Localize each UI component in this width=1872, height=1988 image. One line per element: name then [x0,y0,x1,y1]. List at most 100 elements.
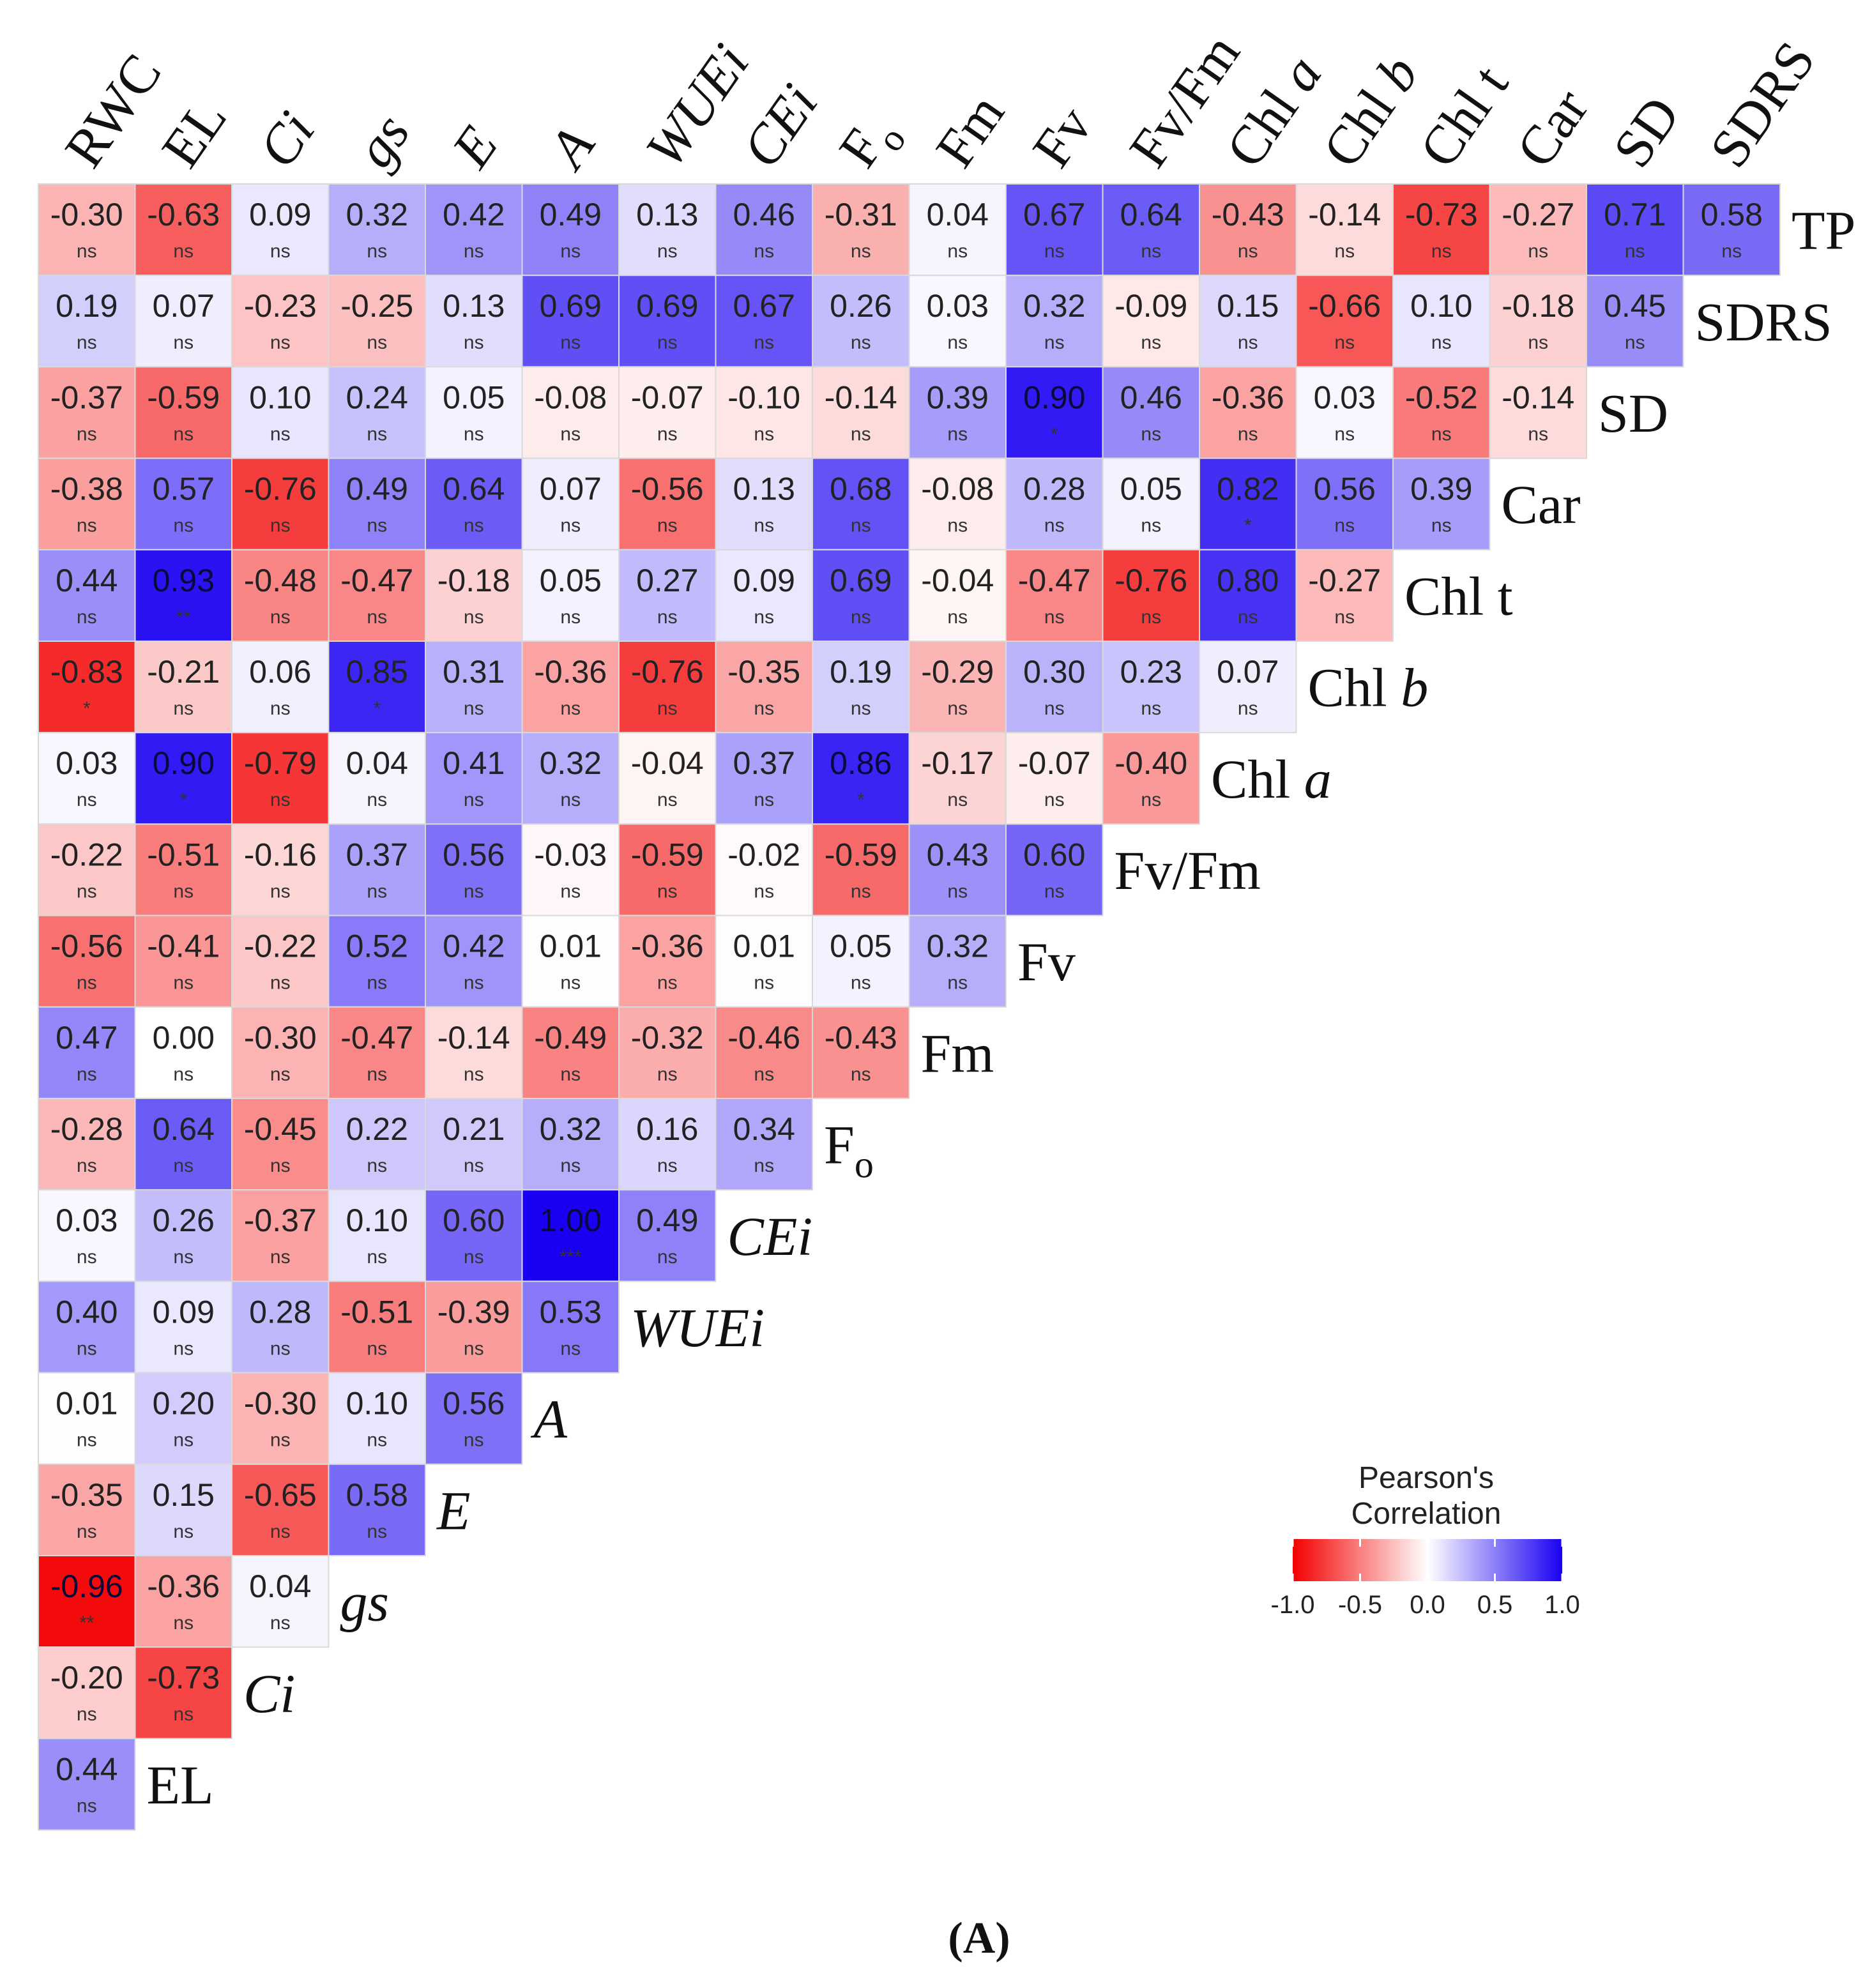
cell-car-cei: 0.13 ns [715,457,813,550]
cell-value: 0.90 [1023,379,1085,415]
cell-significance: ns [173,1612,194,1634]
cell-value: -0.02 [727,837,800,872]
cell-sdrs-cei: 0.67 ns [715,275,813,368]
cell-rect [715,1098,813,1191]
cell-fv-fm-ci: -0.16 ns [231,823,330,916]
cell-tp-fm: 0.04 ns [908,183,1007,277]
cell-value: 0.15 [1217,288,1279,324]
cell-tp-e: 0.42 ns [425,183,523,277]
cell-significance: ns [560,423,581,444]
cell-value: 0.56 [1314,471,1376,507]
cell-significance: ns [1625,241,1645,262]
cell-significance: ns [657,515,678,536]
cell-significance: ns [464,1430,484,1451]
cell-tp-chl-b: -0.14 ns [1295,183,1394,277]
cell-significance: ns [270,607,291,628]
cell-e-el: 0.15 ns [134,1463,232,1557]
cell-chl-t-fm: -0.04 ns [908,549,1007,642]
cell-rect [1102,366,1200,459]
cell-rect [328,1372,426,1465]
cell-car-rwc: -0.38 ns [38,457,136,550]
cell-value: -0.37 [244,1203,317,1238]
cell-fm-gs: -0.47 ns [328,1006,426,1100]
row-label-sdrs: SDRS [1695,291,1832,353]
cell-rect [231,549,330,642]
cell-rect [134,914,232,1008]
cell-rect [1489,183,1587,277]
cell-significance: ns [851,332,871,353]
cell-significance: ns [367,973,387,994]
cell-value: 0.16 [636,1111,698,1147]
cell-significance: ns [1334,515,1355,536]
cell-car-fo: 0.68 ns [812,457,910,550]
cell-rect [425,823,523,916]
cell-significance: ns [464,1155,484,1176]
cell-value: -0.07 [631,379,704,415]
cell-rect [38,641,136,734]
cell-significance: ns [851,515,871,536]
cell-significance: ns [560,1155,581,1176]
cell-sdrs-a: 0.69 ns [521,275,620,368]
cell-chl-t-chl-a: 0.80 ns [1199,549,1297,642]
cell-chl-b-fo: 0.19 ns [812,641,910,734]
cell-significance: ns [851,698,871,719]
cell-rect [618,732,717,825]
cell-rect [328,732,426,825]
cell-rect [134,1372,232,1465]
cell-wuei-ci: 0.28 ns [231,1280,330,1374]
cell-value: 0.42 [443,929,505,964]
cell-rect [134,732,232,825]
cell-chl-b-fv: 0.30 ns [1005,641,1104,734]
cell-significance: ns [851,423,871,444]
cell-rect [1392,457,1491,550]
cell-significance: ns [1141,789,1161,810]
cell-value: -0.49 [534,1020,607,1056]
cell-rect [134,1189,232,1282]
cell-sd-fo: -0.14 ns [812,366,910,459]
cell-rect [618,549,717,642]
cell-significance: ns [947,881,968,902]
cell-significance: ns [464,423,484,444]
cell-value: 0.30 [1023,654,1085,690]
cell-chl-t-ci: -0.48 ns [231,549,330,642]
cell-significance: ns [367,1338,387,1359]
cell-value: -0.14 [1308,197,1381,232]
cell-significance: ns [173,973,194,994]
column-label-car: Car [1504,78,1600,178]
cell-value: 0.05 [830,929,892,964]
cell-e-ci: -0.65 ns [231,1463,330,1557]
cell-value: -0.23 [244,288,317,324]
cell-value: -0.56 [50,929,123,964]
cell-rect [1199,457,1297,550]
cell-a-e: 0.56 ns [425,1372,523,1465]
cell-value: -0.65 [244,1477,317,1513]
cell-significance: ns [77,607,97,628]
cell-rect [425,1280,523,1374]
cell-value: 0.09 [153,1294,215,1330]
cell-chl-a-fv-fm: -0.40 ns [1102,732,1200,825]
cell-a-gs: 0.10 ns [328,1372,426,1465]
cell-rect [1102,641,1200,734]
cell-significance: ns [173,1064,194,1085]
cell-sd-car: -0.14 ns [1489,366,1587,459]
cell-significance: ns [1528,423,1548,444]
cell-fv-fm-a: -0.03 ns [521,823,620,916]
cell-value: 0.43 [927,837,989,872]
cell-chl-t-cei: 0.09 ns [715,549,813,642]
cell-value: -0.08 [921,471,994,507]
cell-value: -0.66 [1308,288,1381,324]
cell-value: 0.27 [636,563,698,598]
cell-value: 0.49 [540,197,602,232]
cell-fo-a: 0.32 ns [521,1098,620,1191]
cell-value: 0.07 [153,288,215,324]
cell-rect [812,641,910,734]
cell-sd-rwc: -0.37 ns [38,366,136,459]
cell-significance: * [373,698,381,719]
cell-rect [1586,183,1684,277]
cell-significance: ns [657,881,678,902]
cell-significance: ns [464,1338,484,1359]
column-label-wuei: WUEi [634,33,761,178]
cell-rect [231,1098,330,1191]
cell-value: -0.48 [244,563,317,598]
